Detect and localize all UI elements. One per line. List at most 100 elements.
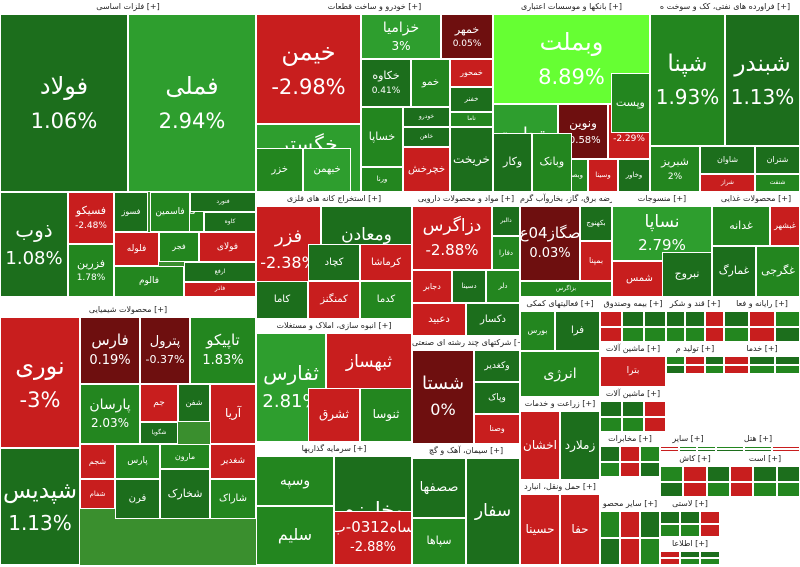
stock-tile[interactable]: خکاوه 0.41%	[361, 59, 411, 107]
stock-tile[interactable]: پارسان 2.03%	[80, 384, 140, 444]
stock-tile[interactable]: بکهنوج	[580, 206, 612, 241]
stock-tile[interactable]: خمهر 0.05%	[441, 14, 493, 59]
sector-title[interactable]: شرکتهای چند رشته ای صنعتی [+]	[412, 336, 520, 351]
stock-tile[interactable]: وسینا	[588, 159, 618, 192]
stock-tile[interactable]: خیمن -2.98%	[256, 14, 361, 124]
sector-title[interactable]: ماشین آلات [+]	[600, 342, 666, 357]
stock-tile[interactable]: کاوه	[204, 212, 256, 232]
sector-title[interactable]: است [+]	[730, 452, 800, 467]
sector-title[interactable]: عرضه برق، گاز، بخاروآب گرم [+]	[520, 192, 612, 207]
stock-tile[interactable]: نبروج	[662, 251, 712, 297]
sector-25[interactable]: است [+]	[730, 452, 800, 497]
stock-tile[interactable]: فسوز	[114, 192, 148, 232]
stock-tile[interactable]: وصنا	[474, 414, 520, 444]
sector-7[interactable]: عرضه برق، گاز، بخاروآب گرم [+] صگاز04ع 0.0…	[520, 192, 612, 297]
sector-title[interactable]: خدما [+]	[724, 342, 800, 357]
sector-29[interactable]: حمل ونقل، انبارد [+] حسینا حفا	[520, 480, 600, 565]
sector-title[interactable]: بیمه وصندوق [+]	[600, 297, 666, 312]
stock-tile[interactable]: سفار	[466, 458, 520, 565]
stock-tile[interactable]: بزاگرس	[520, 281, 612, 297]
stock-tile[interactable]: زملارد	[560, 411, 600, 480]
stock-tile[interactable]: وکغدیر	[474, 350, 520, 382]
stock-tile[interactable]: خریخت	[450, 127, 493, 192]
sector-title[interactable]: زراعت و خدمات [+]	[520, 397, 600, 412]
stock-tile[interactable]: فاذر	[184, 282, 256, 297]
sector-6[interactable]: مواد و محصولات دارویی [+] دزاگرس -2.88% دال…	[412, 192, 520, 336]
stock-tile[interactable]: شستا 0%	[412, 350, 474, 444]
stock-tile[interactable]: غمارگ	[712, 246, 756, 297]
sector-27[interactable]: سرمایه گذاریها [+]وسپهسلیموخارزمساه0312-…	[256, 442, 412, 565]
stock-tile[interactable]: شجم	[80, 444, 115, 479]
stock-tile[interactable]: فارس 0.19%	[80, 317, 140, 384]
stock-tile[interactable]: ثبهساز	[326, 333, 412, 393]
sector-26[interactable]: لاستی [+]	[660, 497, 720, 537]
sector-14[interactable]: قند و شکر [+]	[666, 297, 724, 342]
stock-tile[interactable]: نوری -3%	[0, 317, 80, 448]
stock-tile[interactable]: خبهمن	[303, 147, 351, 192]
stock-tile[interactable]: فلوله	[114, 232, 159, 266]
sector-title[interactable]: سیمان، آهک و گچ [+]	[412, 444, 520, 459]
stock-tile[interactable]: وپاک	[474, 382, 520, 414]
stock-tile[interactable]: آریا	[210, 384, 256, 444]
sector-12[interactable]: فعالیتهای کمکی [+] فرا انرژی بورس	[520, 297, 600, 397]
stock-tile[interactable]: فجر	[159, 232, 199, 262]
stock-tile[interactable]: فزرین 1.78%	[68, 244, 114, 297]
stock-tile[interactable]: دسینا	[452, 270, 486, 303]
stock-tile[interactable]: خمو	[411, 59, 450, 107]
sector-title[interactable]: خودرو و ساخت قطعات [+]	[256, 0, 493, 15]
stock-tile[interactable]: شبریز 2%	[650, 146, 700, 192]
stock-tile[interactable]: دکسار	[466, 303, 520, 336]
sector-title[interactable]: لاستی [+]	[660, 497, 720, 512]
stock-tile[interactable]: شپنا 1.93%	[650, 14, 725, 146]
stock-tile[interactable]: بترا	[600, 356, 666, 387]
stock-tile[interactable]: اخشان	[520, 411, 560, 480]
stock-tile[interactable]: غبشهر	[770, 206, 800, 246]
sector-title[interactable]: کاش [+]	[660, 452, 730, 467]
stock-tile[interactable]: فرن	[115, 479, 160, 519]
stock-tile[interactable]: غگرجی	[756, 246, 800, 297]
stock-tile[interactable]: فولای	[199, 232, 256, 262]
sector-28[interactable]: سیمان، آهک و گچ [+] صصفها سپاها سفار	[412, 444, 520, 565]
sector-22[interactable]: سایر [+]	[660, 432, 716, 452]
sector-19[interactable]: خدما [+]	[724, 342, 800, 374]
stock-tile[interactable]: تاپیکو 1.83%	[190, 317, 256, 384]
stock-tile[interactable]: ثشرق	[308, 387, 360, 442]
stock-tile[interactable]: کرماشا	[360, 243, 412, 282]
stock-tile[interactable]: حفا	[560, 494, 600, 565]
stock-tile[interactable]: خزامیا 3%	[361, 14, 441, 59]
sector-title[interactable]: فعالیتهای کمکی [+]	[520, 297, 600, 312]
stock-tile[interactable]: ذوب 1.08%	[0, 192, 68, 297]
stock-tile[interactable]: کاما	[256, 281, 308, 319]
stock-tile[interactable]: خمحور	[450, 59, 493, 87]
stock-tile[interactable]: دعبید	[412, 303, 466, 336]
sector-3[interactable]: فراورده های نفتی، کک و سوخت ه [+] شپنا 1.9…	[650, 0, 800, 192]
sector-21[interactable]: مخابرات [+]	[600, 432, 660, 477]
stock-tile[interactable]: خودرو	[403, 107, 450, 127]
stock-tile[interactable]: فالوم	[114, 266, 184, 297]
sector-2[interactable]: بانکها و موسسات اعتباری [+]وبملت8.89%وتج…	[493, 0, 650, 192]
sector-title[interactable]: ماشین آلات [+]	[600, 387, 666, 402]
stock-tile[interactable]: مارون	[160, 444, 210, 469]
sector-0[interactable]: فلزات اساسی [+] فولاد 1.06% فملی 2.94% ذوب 1.0…	[0, 0, 256, 297]
stock-tile[interactable]: شاراک	[210, 479, 256, 519]
stock-tile[interactable]: شمس	[612, 261, 667, 297]
sector-18[interactable]: تولید م [+]	[666, 342, 724, 374]
sector-1[interactable]: خودرو و ساخت قطعات [+]خیمن-2.98%خگستر2.9…	[256, 0, 493, 192]
sector-title[interactable]: رایانه و فعا [+]	[724, 297, 800, 312]
stock-tile[interactable]: وپست	[610, 73, 650, 133]
sector-5[interactable]: استخراج کانه های فلزی [+]فزر-2.38%کنوروم…	[256, 192, 412, 319]
sector-24[interactable]: کاش [+]	[660, 452, 730, 497]
sector-23[interactable]: هتل [+]	[716, 432, 800, 452]
stock-tile[interactable]: دزاگرس -2.88%	[412, 206, 492, 270]
stock-tile[interactable]: خچرخش	[403, 147, 450, 192]
stock-tile[interactable]: شگویا	[140, 422, 178, 444]
stock-tile[interactable]: حسینا	[520, 494, 560, 565]
sector-title[interactable]: بانکها و موسسات اعتباری [+]	[493, 0, 650, 15]
stock-tile[interactable]: شپدیس 1.13%	[0, 448, 80, 565]
stock-tile[interactable]: پترول -0.37%	[140, 317, 190, 384]
sector-17[interactable]: ماشین آلات [+] بترا	[600, 342, 666, 387]
stock-tile[interactable]: کدما	[360, 281, 412, 319]
stock-tile[interactable]: فسیکو -2.48%	[68, 192, 114, 244]
sector-31[interactable]: اطلاعا [+]	[660, 537, 720, 565]
